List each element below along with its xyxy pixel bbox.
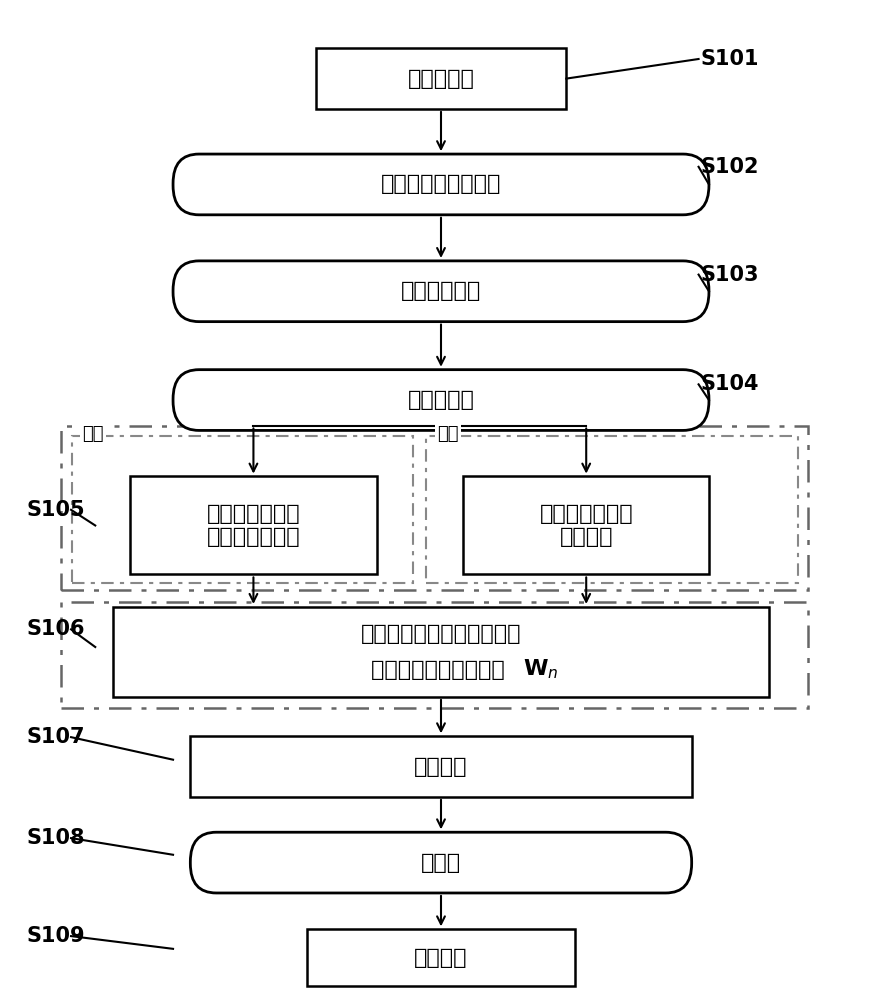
Text: 训练心跳信号的
三维体数据排列: 训练心跳信号的 三维体数据排列	[206, 504, 300, 547]
Bar	[113, 607, 769, 697]
Text: 训练: 训练	[82, 425, 104, 443]
Text: 心电图信号: 心电图信号	[407, 69, 475, 89]
FancyBboxPatch shape	[173, 261, 709, 322]
FancyBboxPatch shape	[173, 154, 709, 215]
Text: S106: S106	[26, 619, 85, 639]
Text: S108: S108	[26, 828, 85, 848]
Text: 测试: 测试	[437, 425, 459, 443]
Bar	[191, 736, 691, 797]
Text: 心动信号分割: 心动信号分割	[401, 281, 481, 301]
Text: $\mathbf{W}_n$: $\mathbf{W}_n$	[523, 658, 558, 681]
Text: 小波包分解: 小波包分解	[407, 390, 475, 410]
Text: S109: S109	[26, 926, 85, 946]
Text: S101: S101	[700, 49, 759, 69]
Bar	[131, 476, 377, 574]
Text: S104: S104	[700, 374, 759, 394]
Bar	[463, 476, 709, 574]
Bar	[307, 929, 575, 986]
Text: 广义多维独立成分分析得到: 广义多维独立成分分析得到	[361, 624, 521, 644]
Text: 去除基线和高频噪声: 去除基线和高频噪声	[381, 174, 501, 194]
Text: S103: S103	[700, 265, 759, 285]
Text: 融合特征: 融合特征	[415, 757, 467, 777]
FancyBboxPatch shape	[173, 370, 709, 430]
Text: S102: S102	[700, 157, 759, 177]
FancyBboxPatch shape	[191, 832, 691, 893]
Text: 分类器: 分类器	[421, 853, 461, 873]
Text: S107: S107	[26, 727, 85, 747]
Text: S105: S105	[26, 500, 85, 520]
Text: 测试心跳信号的
矩阵排列: 测试心跳信号的 矩阵排列	[540, 504, 633, 547]
Text: 每个模式的解混合矩阵: 每个模式的解混合矩阵	[370, 660, 512, 680]
Bar	[316, 48, 566, 109]
Text: 分类结果: 分类结果	[415, 948, 467, 968]
